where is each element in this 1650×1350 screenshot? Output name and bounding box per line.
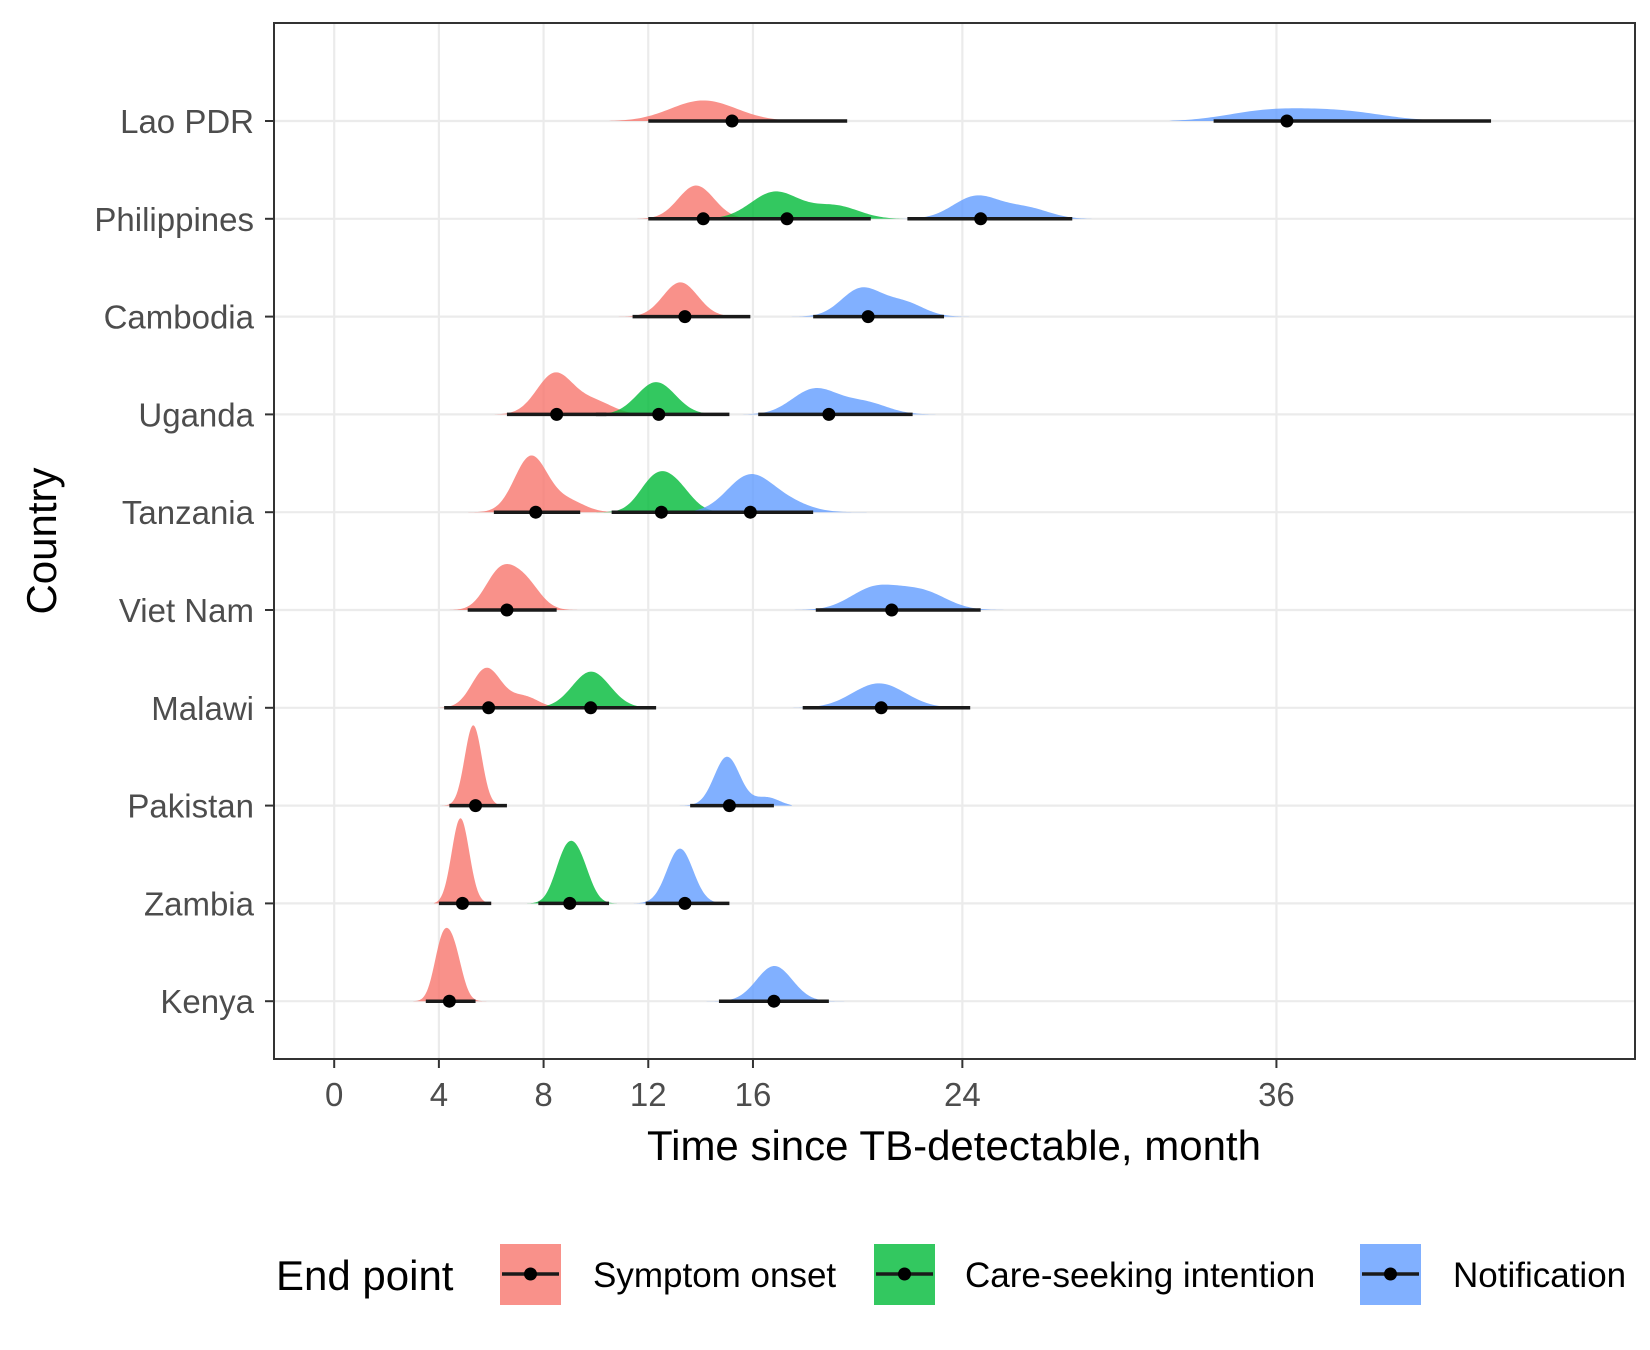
legend-entry-symptom-onset: Symptom onset [500,1244,836,1305]
density-pakistan-symptom-onset [441,725,521,806]
density-cambodia-notification [789,287,973,317]
x-axis: 0 4 8 12 16 24 36 [325,1059,1295,1113]
density-zambia-symptom-onset [433,818,515,904]
density-pakistan-notification [674,756,793,806]
legend-label-care-seeking-intention: Care-seeking intention [965,1256,1315,1295]
density-uganda-symptom-onset [491,372,659,415]
density-zambia-care-seeking-intention [522,840,623,904]
plot-background [274,23,1635,1059]
median-point-zambia-care-seeking-intention [563,896,577,910]
median-point-zambia-notification [678,896,692,910]
legend: End point Symptom onset Care-seeking inte… [276,1244,1626,1305]
x-tick-label: 36 [1258,1076,1295,1113]
y-tick-label-viet-nam: Viet Nam [119,592,254,629]
median-point-tanzania-care-seeking-intention [654,505,668,519]
density-viet-nam-symptom-onset [449,564,589,610]
legend-key-point [898,1267,911,1281]
median-point-malawi-care-seeking-intention [584,701,598,715]
y-tick-label-lao-pdr: Lao PDR [120,103,254,140]
median-point-uganda-notification [822,407,836,421]
y-tick-label-malawi: Malawi [151,690,254,727]
median-point-zambia-symptom-onset [455,896,469,910]
x-tick-label: 4 [430,1076,448,1113]
legend-key-point [1384,1267,1397,1281]
y-tick-label-philippines: Philippines [94,201,254,238]
legend-entry-notification: Notification [1360,1244,1626,1305]
density-philippines-care-seeking-intention [687,191,908,219]
density-lao-pdr-notification [1169,108,1557,121]
interval-layer [425,114,1492,1008]
density-tanzania-care-seeking-intention [595,471,740,513]
x-tick-label: 8 [534,1076,552,1113]
density-layer [412,100,1557,1002]
median-point-viet-nam-symptom-onset [500,603,514,617]
median-point-malawi-symptom-onset [482,701,496,715]
density-tanzania-symptom-onset [467,455,620,513]
y-tick-label-zambia: Zambia [144,885,255,922]
median-point-kenya-symptom-onset [442,994,456,1008]
median-point-cambodia-notification [861,310,875,324]
density-philippines-symptom-onset [629,185,795,219]
density-zambia-notification [627,848,748,904]
legend-label-notification: Notification [1453,1256,1626,1295]
density-kenya-notification [703,965,869,1002]
density-tanzania-notification [674,474,882,513]
x-tick-label: 16 [735,1076,772,1113]
median-point-uganda-care-seeking-intention [652,407,666,421]
median-point-pakistan-symptom-onset [469,799,483,813]
y-tick-label-cambodia: Cambodia [104,299,255,336]
median-point-tanzania-notification [743,505,757,519]
density-malawi-care-seeking-intention [514,671,688,708]
density-cambodia-symptom-onset [616,282,777,317]
density-philippines-notification [883,195,1096,219]
y-tick-label-tanzania: Tanzania [122,494,255,531]
median-point-viet-nam-notification [885,603,899,617]
y-tick-label-pakistan: Pakistan [127,788,254,825]
plot-border [273,22,1636,1060]
median-point-kenya-notification [767,994,781,1008]
median-point-lao-pdr-notification [1280,114,1294,128]
density-viet-nam-notification [792,584,1018,610]
y-tick-label-kenya: Kenya [160,983,254,1020]
median-point-philippines-notification [974,212,988,226]
median-point-philippines-care-seeking-intention [780,212,794,226]
y-axis: Lao PDR Philippines Cambodia Uganda Tanzania… [94,103,274,1020]
median-point-uganda-symptom-onset [550,407,564,421]
x-axis-title: Time since TB-detectable, month [647,1122,1261,1169]
density-uganda-care-seeking-intention [569,382,746,415]
density-uganda-notification [742,387,952,415]
legend-label-symptom-onset: Symptom onset [593,1256,836,1295]
median-point-lao-pdr-symptom-onset [725,114,739,128]
density-kenya-symptom-onset [412,927,489,1002]
median-point-pakistan-notification [722,799,736,813]
legend-entry-care-seeking-intention: Care-seeking intention [874,1244,1315,1305]
density-malawi-symptom-onset [431,667,565,708]
x-tick-label: 0 [325,1076,343,1113]
median-point-cambodia-symptom-onset [678,310,692,324]
x-tick-label: 12 [630,1076,667,1113]
density-malawi-notification [766,683,1010,708]
density-lao-pdr-symptom-onset [609,100,913,121]
median-point-malawi-notification [874,701,888,715]
y-tick-label-uganda: Uganda [138,396,254,433]
legend-key-point [524,1267,537,1281]
median-point-tanzania-symptom-onset [529,505,543,519]
x-tick-label: 24 [944,1076,981,1113]
y-axis-title: Country [18,467,65,614]
median-point-philippines-symptom-onset [696,212,710,226]
legend-title: End point [276,1252,454,1299]
